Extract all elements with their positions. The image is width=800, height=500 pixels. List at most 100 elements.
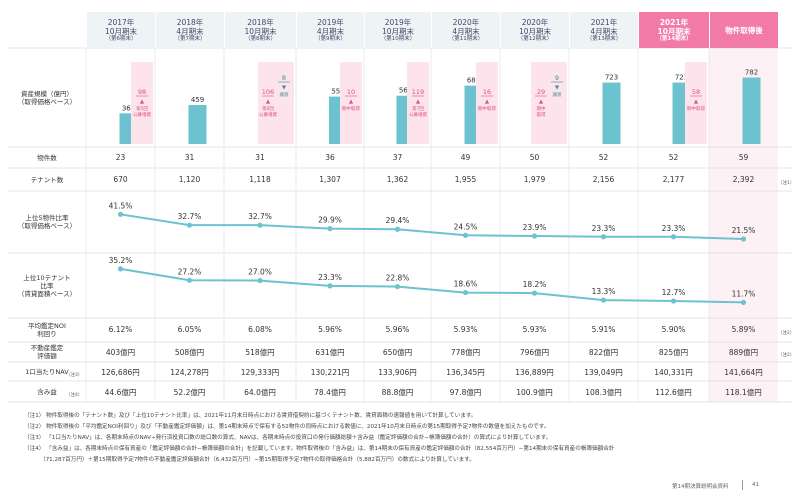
footnote-line: （注1） 物件取得後の「テナント数」及び「上位10テナント比率」は、2021年1… (24, 413, 477, 419)
cell-tenants: 670 (113, 174, 128, 184)
data-label: 27.0% (248, 268, 272, 277)
data-point (186, 277, 193, 283)
column-header-text: 4月期末 (176, 26, 204, 36)
asset-change-label: 譲渡 (280, 91, 289, 98)
data-point (531, 233, 538, 239)
cell-noi: 5.91% (591, 325, 616, 334)
column-header: 2018年 4月期末 （第7期末） (155, 12, 224, 48)
row-label-text: （取得価格ベース） (17, 97, 77, 106)
cell-gain: 97.8億円 (449, 387, 482, 397)
cell-nav: 140,331円 (654, 367, 693, 377)
asset-change-value: 106 (262, 88, 274, 96)
row-note-nav: （注3） (66, 372, 83, 378)
column-header-text: 2021年 (590, 17, 618, 27)
asset-change-label: 公募増資 (133, 111, 151, 118)
column-header-text: 2018年 (176, 17, 204, 27)
column-header-text: 物件取得後 (725, 25, 763, 35)
cell-appraisal: 403億円 (105, 348, 136, 357)
row-label-appraisal: 不動産鑑定 評価額 (8, 342, 86, 362)
data-point (327, 283, 333, 289)
column-header-text: 10月期末 (104, 26, 138, 36)
column-header-text: 4月期末 (316, 26, 345, 36)
asset-bar (188, 104, 207, 144)
row-note-tenants: （注1） (778, 180, 795, 186)
row-label-text: 物件数 (37, 153, 57, 162)
asset-bar-label: 723 (605, 74, 618, 82)
footer-divider (742, 480, 743, 490)
asset-change-label: 第7回 (412, 105, 424, 112)
cell-noi: 6.05% (177, 325, 202, 334)
column-header-text: 10月期末 (518, 26, 552, 36)
cell-gain: 108.3億円 (585, 387, 622, 397)
row-label-text: 資産規模（億円） (21, 89, 73, 98)
cell-appraisal: 650億円 (382, 348, 413, 357)
column-header-text: 4月期末 (590, 26, 618, 36)
asset-change-shade (531, 62, 567, 144)
cell-properties: 59 (738, 152, 749, 162)
row-label-text: 含み益 (37, 387, 57, 396)
data-point (600, 234, 607, 240)
row-label-top10: 上位10テナント 比率 （賃貸面積ベース） (8, 253, 86, 318)
asset-change-shade (258, 62, 294, 144)
data-label: 18.6% (454, 280, 478, 289)
cell-properties: 50 (529, 152, 540, 162)
data-label: 21.5% (732, 226, 756, 235)
row-label-text: 1口当たりNAV (25, 367, 69, 376)
column-header-text: 2021年 (659, 17, 689, 27)
data-point (670, 298, 677, 304)
footnote-line: （71,287百万円）＋第15期取得予定7物件の不動産鑑定評価額合計（6,432… (40, 457, 475, 463)
column-header-text: 10月期末 (381, 26, 415, 36)
cell-appraisal: 822億円 (588, 348, 619, 357)
column-header-text: 4月期末 (452, 26, 480, 36)
row-label-text: （賃貸面積ベース） (17, 289, 77, 298)
cell-properties: 52 (668, 152, 679, 162)
data-label: 23.3% (592, 224, 616, 233)
asset-change-arrow-icon: ▲ (416, 99, 421, 105)
asset-change-value: 9 (555, 74, 559, 82)
cell-noi: 5.96% (385, 325, 410, 334)
data-point (394, 283, 401, 290)
asset-change-label: 期中取得 (687, 105, 705, 112)
row-note-noi: （注2） (778, 331, 795, 336)
column-header: 物件取得後 (709, 12, 778, 48)
cell-gain: 118.1億円 (725, 387, 762, 397)
series-line (120, 213, 744, 240)
data-point (117, 266, 124, 272)
column-header-text: （第10期末） (380, 35, 416, 42)
cell-tenants: 1,307 (319, 174, 341, 184)
asset-bar (742, 77, 761, 144)
row-label-text: 利回り (37, 330, 57, 338)
column-header-text: （第8期末） (245, 35, 276, 42)
data-label: 24.5% (454, 222, 478, 231)
cell-gain: 52.2億円 (173, 387, 206, 397)
asset-bar-label: 723 (675, 74, 688, 82)
column-header-text: 2018年 (247, 17, 274, 27)
asset-change-value: 98 (138, 88, 146, 96)
row-label-tenants: テナント数 (8, 168, 86, 191)
asset-bar-label: 558 (331, 88, 344, 96)
cell-nav: 136,889円 (515, 367, 554, 377)
asset-bar-label: 782 (745, 69, 758, 77)
row-label-noi: 平均鑑定NOI 利回り (8, 318, 86, 342)
asset-bar-label: 687 (467, 77, 480, 85)
asset-change-value: 8 (282, 74, 286, 82)
data-label: 32.7% (178, 212, 202, 221)
data-point (462, 289, 469, 296)
asset-change-shade (340, 62, 362, 144)
asset-change-arrow-icon: ▲ (266, 99, 271, 105)
data-label: 29.4% (386, 216, 410, 225)
cell-appraisal: 778億円 (450, 348, 481, 357)
cell-appraisal: 631億円 (315, 348, 345, 357)
cell-noi: 5.96% (318, 325, 342, 334)
data-label: 23.9% (523, 223, 547, 232)
asset-change-value: 10 (347, 88, 355, 96)
cell-appraisal: 508億円 (174, 348, 205, 357)
asset-change-value: 119 (412, 88, 424, 96)
cell-noi: 5.93% (522, 325, 547, 334)
cell-gain: 112.6億円 (655, 387, 692, 397)
cell-tenants: 1,120 (178, 174, 201, 184)
column-header: 2020年 10月期末 （第12期末） (500, 12, 569, 48)
asset-bar-label: 568 (399, 87, 412, 95)
